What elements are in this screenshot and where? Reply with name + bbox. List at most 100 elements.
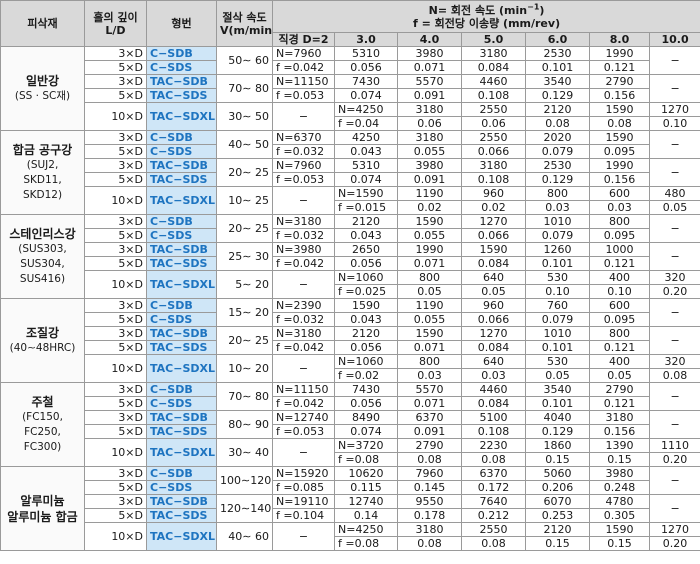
feed-value: 0.305 <box>589 508 650 523</box>
feed-value: 0.066 <box>461 144 526 159</box>
cutting-speed: 20∼ 25 <box>216 158 273 187</box>
table-row: 스테인리스강 (SUS303, SUS304, SUS416) 3×D C−SDB 20∼ … <box>0 214 700 299</box>
material-grade: FC250, <box>24 426 61 438</box>
table-row: 알루미늄 알루미늄 합금 3×D C−SDB 100∼120 N=15920 10620 79… <box>0 466 700 551</box>
hole-depth: 5×D <box>84 340 147 355</box>
model-number: C−SDB <box>146 466 217 481</box>
table-row: 5×D C−SDS f =0.042 0.056 0.071 0.084 0.101 0.12… <box>1 60 700 75</box>
feed-value: 0.05 <box>648 200 700 215</box>
feed-value: 0.05 <box>589 368 650 383</box>
feed-value: f =0.025 <box>334 284 398 299</box>
feed-value: 0.03 <box>589 200 650 215</box>
hole-depth: 10×D <box>84 522 147 551</box>
feed-value: 0.095 <box>589 312 650 327</box>
feed-value: 0.079 <box>525 144 590 159</box>
header-row: 피삭재 홀의 깊이 L/D 형번 절삭 속도 V(m/min) N= 회전 속도 (… <box>0 0 700 47</box>
rpm-value: 2530 <box>525 158 590 173</box>
rpm-value: N=2390 <box>272 298 335 313</box>
hole-depth: 5×D <box>84 172 147 187</box>
feed-value: 0.08 <box>397 452 462 467</box>
feed-value: 0.095 <box>589 228 650 243</box>
rpm-value: N=7960 <box>272 46 335 61</box>
material-cell: 일반강 (SS · SC재) <box>0 46 85 131</box>
material-name: 알루미늄 합금 <box>7 509 78 524</box>
feed-value: f =0.08 <box>334 452 398 467</box>
feed-value: f =0.042 <box>272 396 335 411</box>
hole-depth: 3×D <box>84 214 147 229</box>
feed-value: 0.129 <box>525 172 590 187</box>
rpm-value: 5060 <box>525 466 590 481</box>
feed-value: f =0.032 <box>272 312 335 327</box>
model-number: C−SDS <box>146 396 217 411</box>
rpm-value: 2550 <box>461 102 526 117</box>
rpm-value: 1590 <box>461 242 526 257</box>
table-row: 주철 (FC150, FC250, FC300) 3×D C−SDB 70∼ 80 N=111… <box>0 382 700 467</box>
rpm-value: 1590 <box>334 298 398 313</box>
table-row: 10×D TAC−SDXL 10∼ 25− N=1590 1190 960 800 600 48… <box>1 186 700 215</box>
rpm-value: 4460 <box>461 74 526 89</box>
feed-value: 0.20 <box>648 452 700 467</box>
table-row: 5×D C−SDS f =0.032 0.043 0.055 0.066 0.079 0.09… <box>1 144 700 159</box>
hole-depth: 5×D <box>84 480 147 495</box>
material-grade: FC300) <box>23 441 62 453</box>
rpm-value: 2120 <box>525 102 590 117</box>
rpm-value: 320 <box>648 354 700 369</box>
feed-value: 0.05 <box>397 284 462 299</box>
feed-value: 0.172 <box>461 480 526 495</box>
hole-depth: 3×D <box>84 326 147 341</box>
empty-cell: − <box>648 298 700 327</box>
material-grade: (40∼48HRC) <box>9 342 76 354</box>
model-number: TAC−SDXL <box>146 186 217 215</box>
feed-value: 0.20 <box>648 536 700 551</box>
rpm-value: 1590 <box>397 214 462 229</box>
feed-value: f =0.032 <box>272 228 335 243</box>
rpm-value: N=3720 <box>334 438 398 453</box>
header-hole-depth: 홀의 깊이 L/D <box>84 0 147 47</box>
feed-value: 0.121 <box>589 340 650 355</box>
rpm-value: 640 <box>461 270 526 285</box>
header-model: 형번 <box>146 0 217 47</box>
cutting-speed: 80∼ 90 <box>216 410 273 439</box>
rpm-value: 3980 <box>397 158 462 173</box>
table-row: 5×D TAC−SDS f =0.042 0.056 0.071 0.084 0.101 0.… <box>1 340 700 355</box>
feed-value: 0.253 <box>525 508 590 523</box>
model-number: TAC−SDB <box>146 326 217 341</box>
rpm-value: N=3180 <box>272 214 335 229</box>
feed-value: f =0.042 <box>272 60 335 75</box>
hole-depth: 10×D <box>84 270 147 299</box>
hole-depth: 5×D <box>84 228 147 243</box>
rpm-value: 600 <box>589 298 650 313</box>
table-row: 10×D TAC−SDXL 10∼ 20− N=1060 800 640 530 400 320 <box>1 354 700 383</box>
rpm-value: 7430 <box>334 382 398 397</box>
rpm-value: 2120 <box>334 326 398 341</box>
feed-value: f =0.04 <box>334 116 398 131</box>
cutting-speed: 15∼ 20 <box>216 298 273 327</box>
feed-value: 0.066 <box>461 228 526 243</box>
feed-value: 0.05 <box>525 368 590 383</box>
feed-value: 0.08 <box>589 116 650 131</box>
model-number: TAC−SDXL <box>146 270 217 299</box>
rpm-value: 2650 <box>334 242 398 257</box>
rpm-value: N=1060 <box>334 270 398 285</box>
table-row: 10×D TAC−SDXL 5∼ 20− N=1060 800 640 530 400 320 <box>1 270 700 299</box>
feed-value: 0.03 <box>525 200 590 215</box>
feed-value: 0.101 <box>525 256 590 271</box>
model-number: TAC−SDB <box>146 158 217 173</box>
table-row: f =0.04 0.06 0.06 0.08 0.08 0.10 <box>1 116 700 131</box>
rpm-value: 3180 <box>397 102 462 117</box>
feed-value: 0.206 <box>525 480 590 495</box>
header-cutting-speed: 절삭 속도 V(m/min) <box>216 0 273 47</box>
rpm-value: N=11150 <box>272 74 335 89</box>
table-row: 3×D TAC−SDB 70∼ 80 N=11150 7430 5570 4460 3540 2… <box>1 74 700 103</box>
feed-value: 0.10 <box>648 116 700 131</box>
cutting-speed: 30∼ 50 <box>216 102 273 131</box>
table-row: 5×D TAC−SDS f =0.042 0.056 0.071 0.084 0.101 0.… <box>1 256 700 271</box>
cutting-speed: 30∼ 40 <box>216 438 273 467</box>
rpm-value: 4040 <box>525 410 590 425</box>
cutting-speed: 25∼ 30 <box>216 242 273 271</box>
rpm-value: 1260 <box>525 242 590 257</box>
rpm-value: 640 <box>461 354 526 369</box>
rpm-value: N=3180 <box>272 326 335 341</box>
rpm-value: 12740 <box>334 494 398 509</box>
rpm-value: 1860 <box>525 438 590 453</box>
